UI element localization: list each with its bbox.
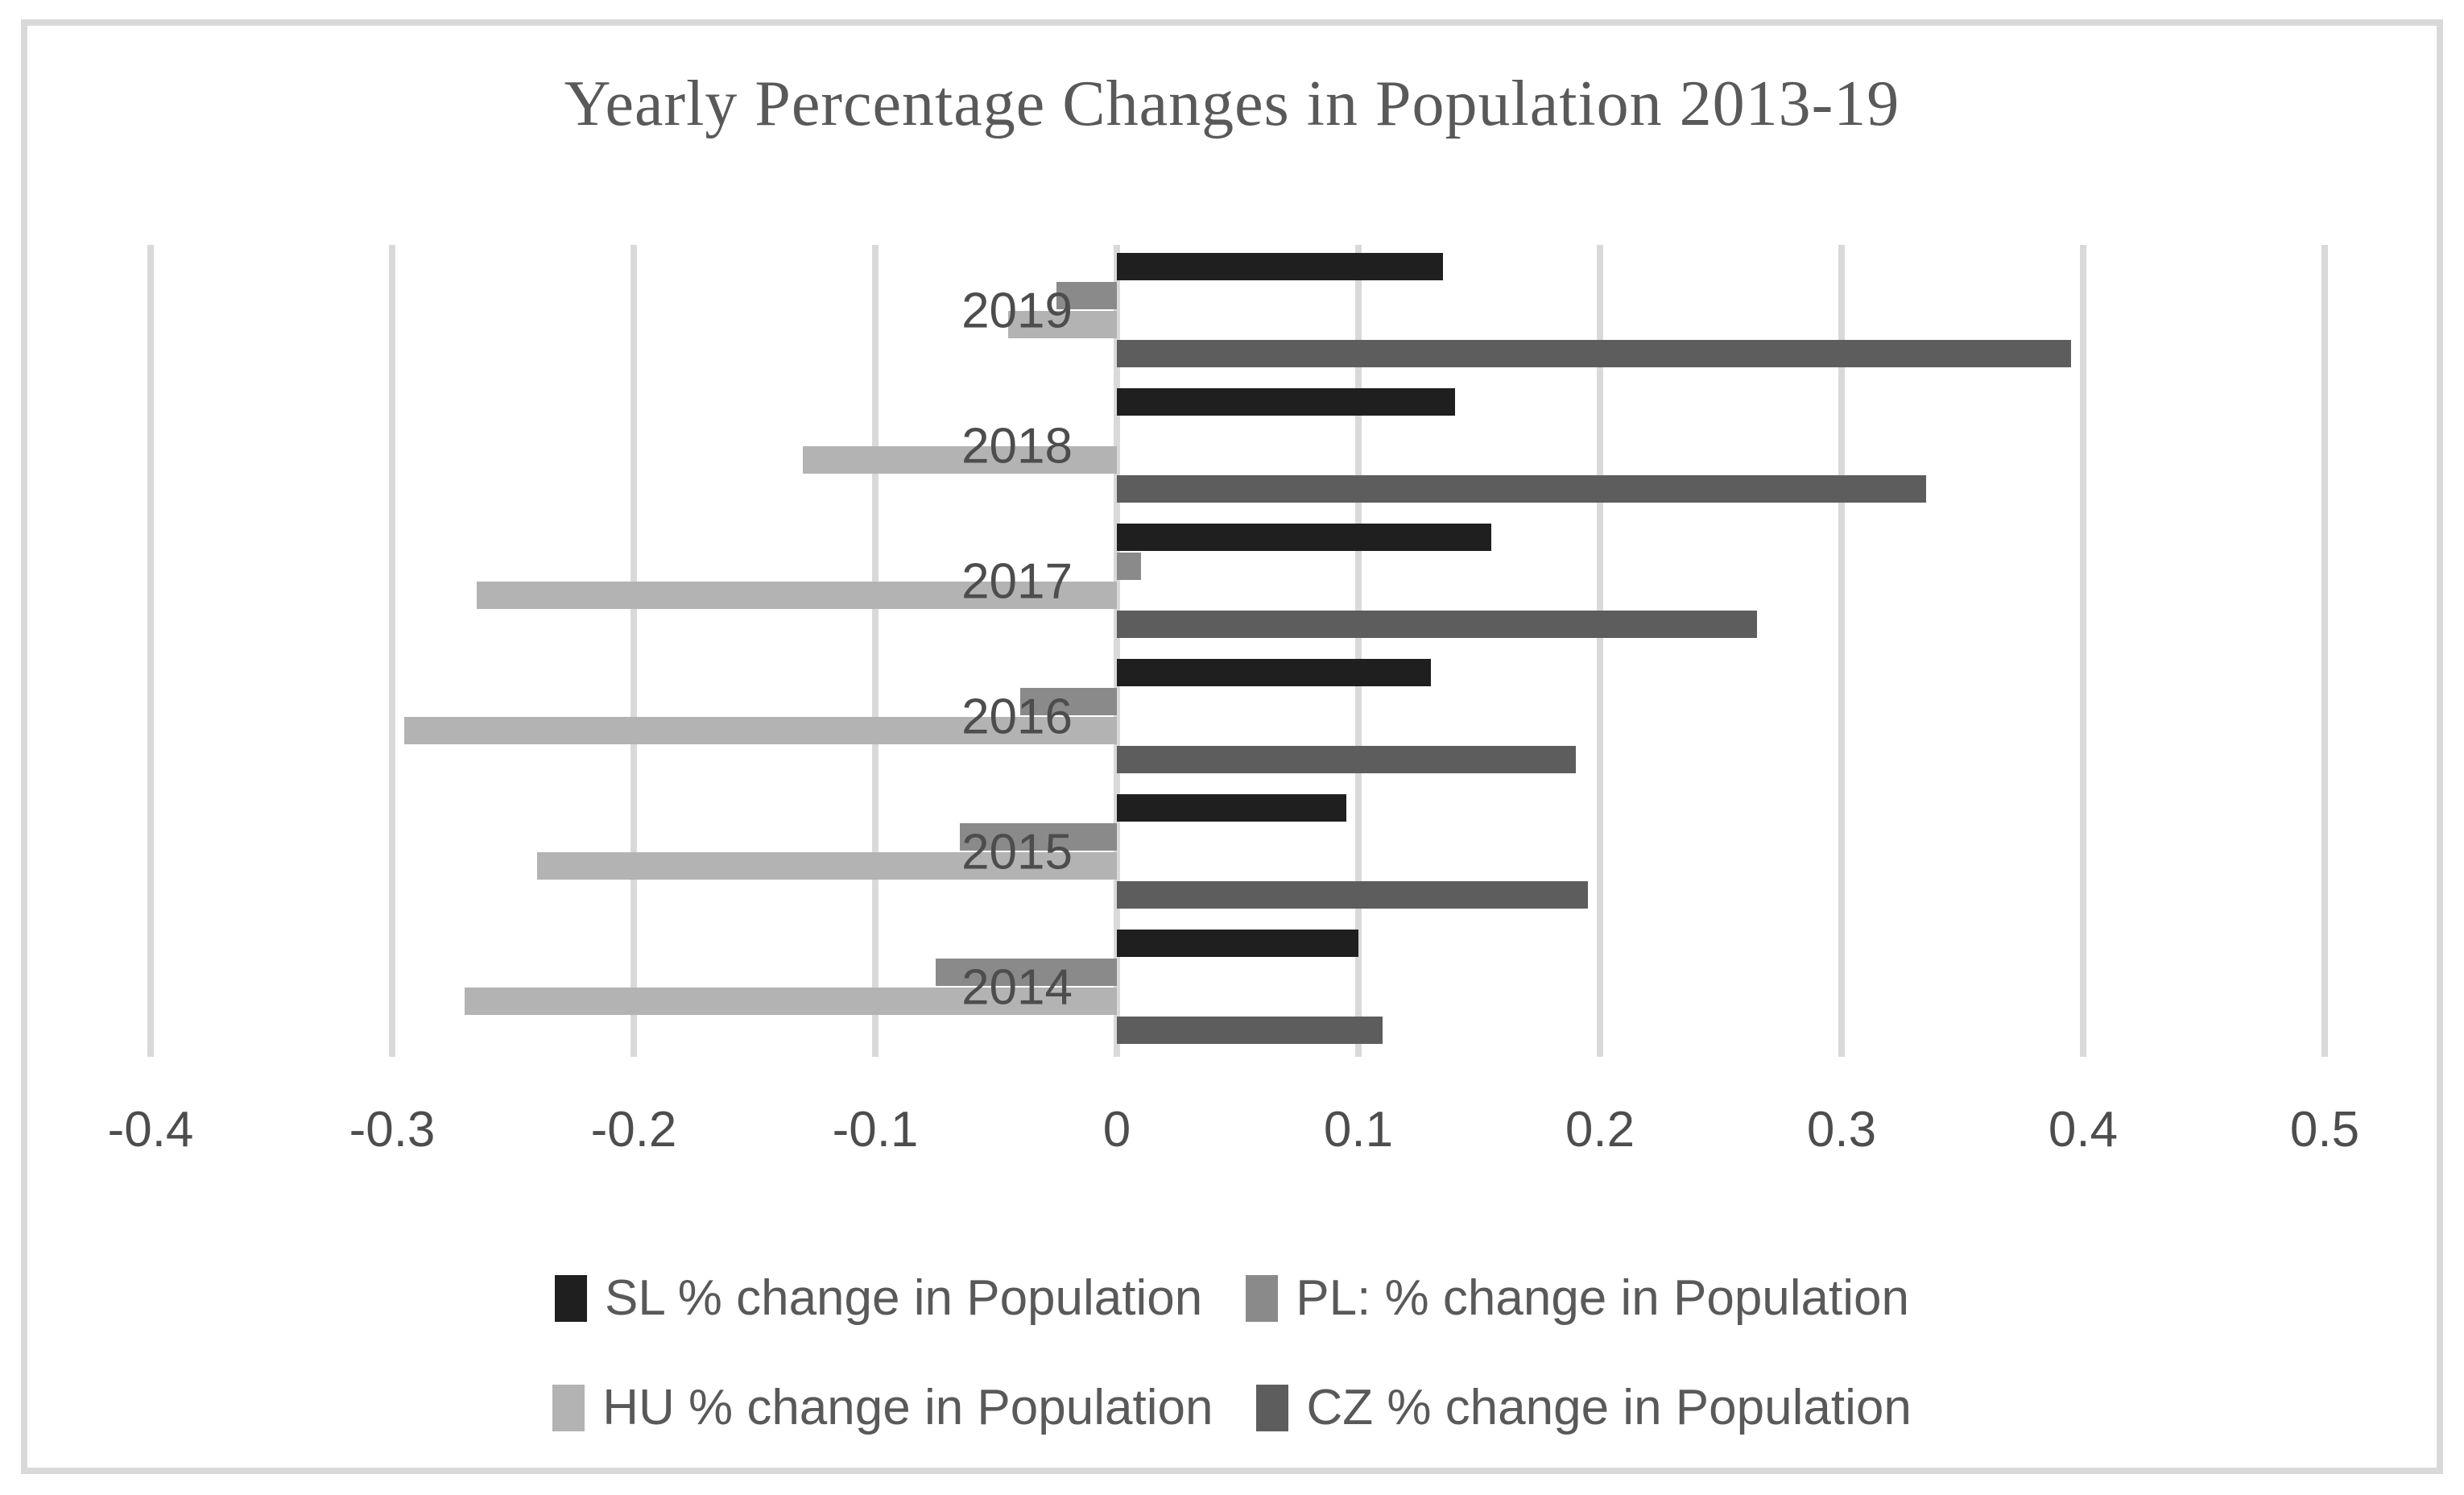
bar-sl-2017	[1117, 524, 1491, 551]
bar-cz-2015	[1117, 881, 1588, 909]
x-tick-label-0: 0	[1102, 1102, 1131, 1157]
category-label-2015: 2015	[961, 825, 1073, 880]
bar-sl-2015	[1117, 794, 1346, 822]
legend-item-cz: CZ % change in Population	[1256, 1379, 1912, 1437]
bar-hu-2016	[404, 717, 1117, 744]
legend-row-1: SL % change in Population PL: % change in…	[554, 1269, 1909, 1327]
category-label-2019: 2019	[961, 284, 1073, 339]
legend-marker-cz	[1256, 1385, 1289, 1431]
bar-sl-2014	[1117, 930, 1358, 957]
bar-hu-2014	[465, 988, 1117, 1015]
legend-label-pl: PL: % change in Population	[1296, 1270, 1910, 1326]
x-tick-label--0.3: -0.3	[349, 1102, 436, 1157]
legend-marker-pl	[1246, 1275, 1279, 1322]
bar-sl-2019	[1117, 253, 1443, 280]
bar-pl-2016	[1020, 688, 1117, 715]
legend-marker-sl	[554, 1275, 587, 1322]
bar-cz-2014	[1117, 1017, 1383, 1044]
x-tick-label-0.4: 0.4	[2048, 1102, 2119, 1157]
bar-hu-2015	[537, 852, 1117, 880]
legend: SL % change in Population PL: % change in…	[0, 1269, 2464, 1437]
bar-cz-2016	[1117, 746, 1576, 773]
bar-pl-2017	[1117, 553, 1141, 580]
bar-pl-2019	[1056, 282, 1117, 309]
x-tick-label-0.2: 0.2	[1565, 1102, 1635, 1157]
legend-item-sl: SL % change in Population	[554, 1269, 1203, 1327]
legend-marker-hu	[552, 1385, 585, 1431]
legend-label-hu: HU % change in Population	[602, 1380, 1213, 1435]
bar-sl-2016	[1117, 659, 1431, 686]
x-tick-label--0.2: -0.2	[590, 1102, 677, 1157]
bar-sl-2018	[1117, 388, 1455, 416]
x-tick-label--0.4: -0.4	[107, 1102, 194, 1157]
x-tick-label-0.5: 0.5	[2289, 1102, 2360, 1157]
bar-pl-2014	[936, 959, 1117, 986]
bar-cz-2019	[1117, 340, 2071, 367]
legend-item-pl: PL: % change in Population	[1246, 1269, 1909, 1327]
legend-label-cz: CZ % change in Population	[1306, 1380, 1912, 1435]
x-tick-label-0.1: 0.1	[1323, 1102, 1394, 1157]
bar-hu-2019	[1008, 311, 1117, 338]
bar-cz-2018	[1117, 475, 1926, 503]
legend-row-2: HU % change in Population CZ % change in …	[552, 1379, 1912, 1437]
category-label-2016: 2016	[961, 690, 1073, 745]
chart-title: Yearly Percentage Changes in Population …	[564, 68, 1900, 139]
bar-hu-2017	[477, 582, 1117, 609]
bar-hu-2018	[803, 446, 1117, 474]
legend-item-hu: HU % change in Population	[552, 1379, 1213, 1437]
category-label-2014: 2014	[961, 960, 1073, 1016]
category-label-2017: 2017	[961, 554, 1073, 610]
x-tick-label--0.1: -0.1	[832, 1102, 919, 1157]
legend-label-sl: SL % change in Population	[604, 1270, 1203, 1326]
bar-cz-2017	[1117, 611, 1757, 638]
bar-pl-2015	[960, 823, 1117, 851]
category-label-2018: 2018	[961, 419, 1073, 474]
x-tick-label-0.3: 0.3	[1806, 1102, 1877, 1157]
